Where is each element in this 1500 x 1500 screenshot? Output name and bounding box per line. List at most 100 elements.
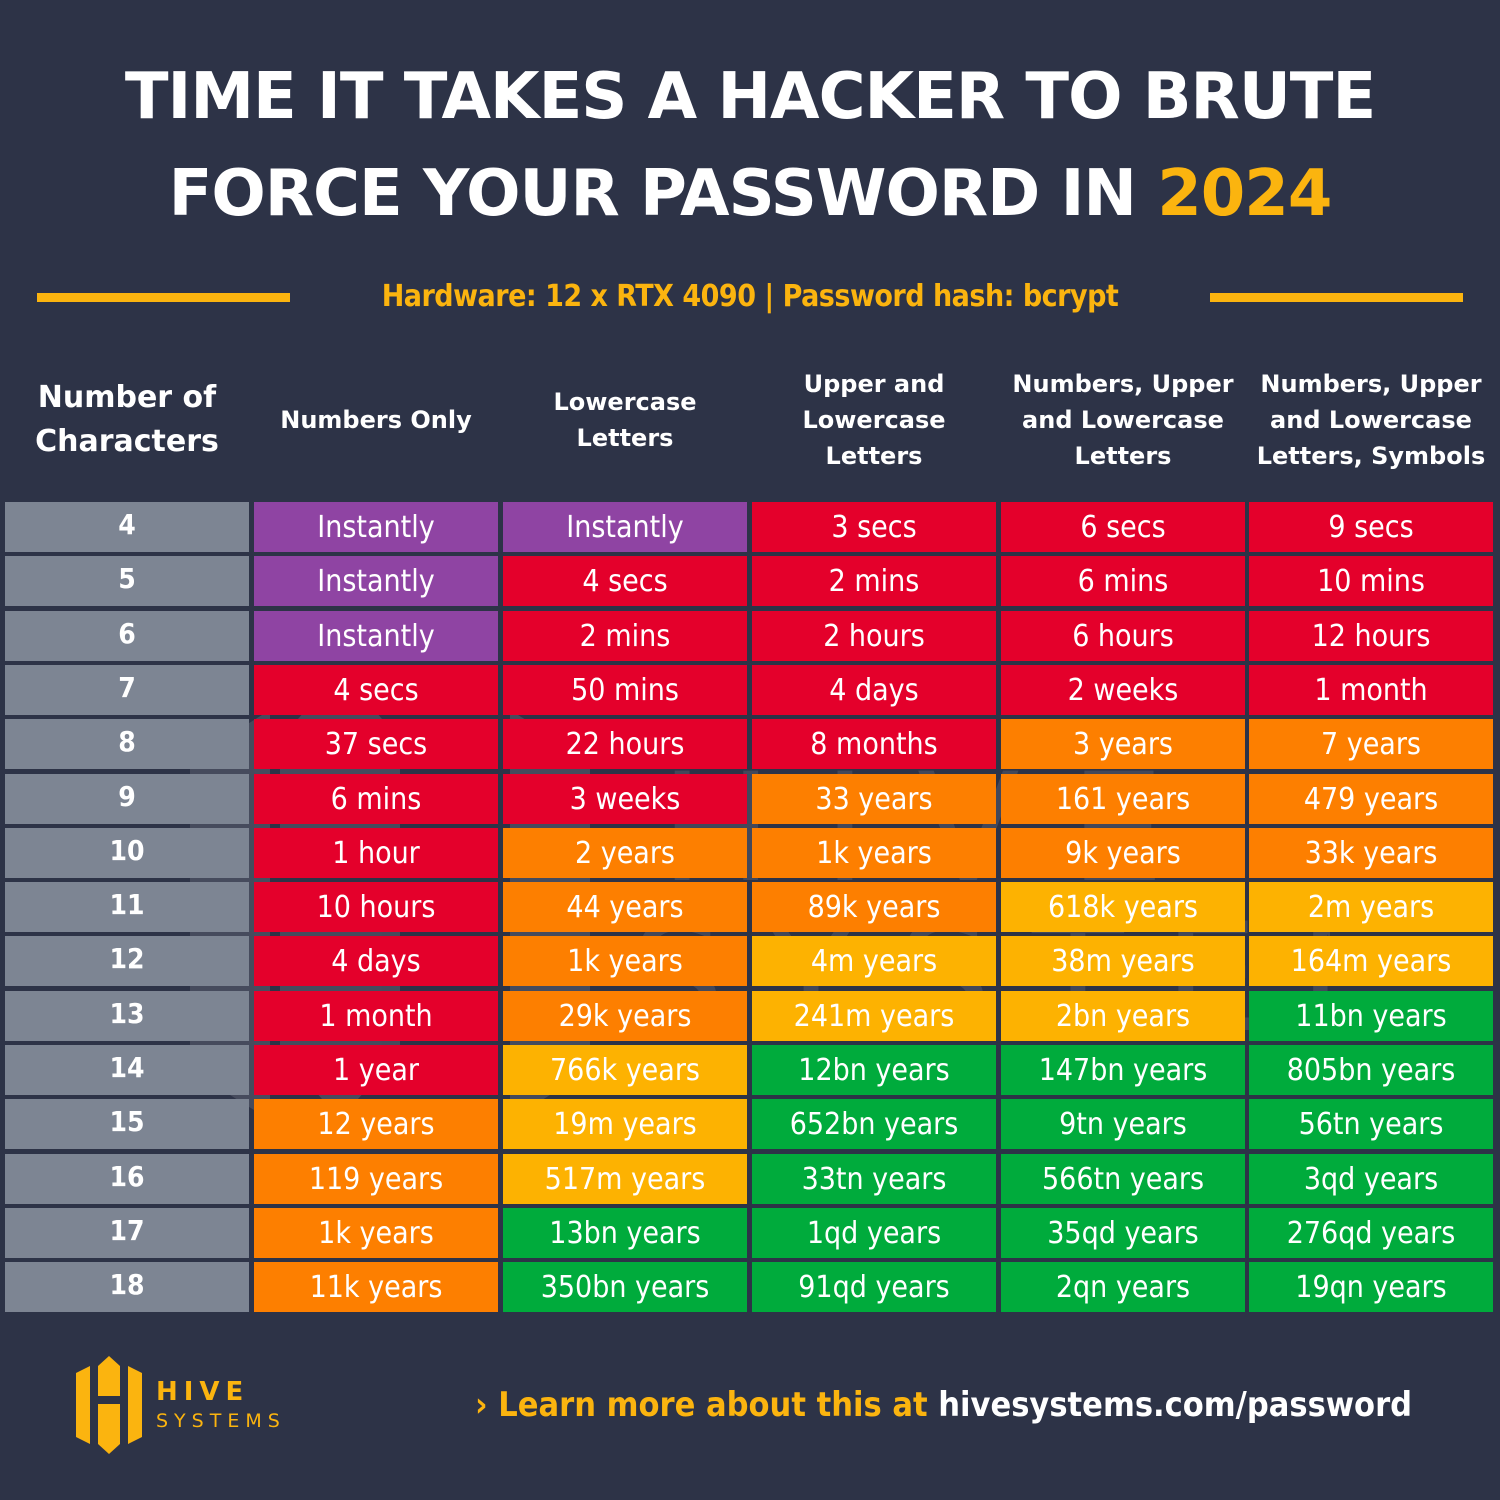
time-cell: 33tn years <box>752 1154 996 1204</box>
length-cell: 15 <box>5 1099 249 1149</box>
time-cell: 56tn years <box>1249 1099 1493 1149</box>
time-cell: 4m years <box>752 936 996 986</box>
time-cell: 1 year <box>254 1045 498 1095</box>
length-cell: 13 <box>5 991 249 1041</box>
column-header-line: Numbers, Upper <box>1260 370 1482 398</box>
time-cell: 350bn years <box>503 1262 747 1312</box>
time-cell: 4 secs <box>503 556 747 606</box>
time-cell: 1k years <box>752 828 996 878</box>
time-cell: 33 years <box>752 774 996 824</box>
time-cell: 161 years <box>1001 774 1245 824</box>
time-cell: 22 hours <box>503 719 747 769</box>
hive-logo-icon <box>76 1356 142 1454</box>
time-cell: 6 mins <box>1001 556 1245 606</box>
time-cell: 2bn years <box>1001 991 1245 1041</box>
time-cell: 3 years <box>1001 719 1245 769</box>
learn-more-url[interactable]: hivesystems.com/password <box>938 1385 1413 1425</box>
time-cell: 1 month <box>254 991 498 1041</box>
time-cell: 29k years <box>503 991 747 1041</box>
time-cell: 91qd years <box>752 1262 996 1312</box>
time-cell: 19m years <box>503 1099 747 1149</box>
time-cell: 89k years <box>752 882 996 932</box>
time-cell: 241m years <box>752 991 996 1041</box>
time-cell: 38m years <box>1001 936 1245 986</box>
column-header-line: Upper and <box>803 370 945 398</box>
length-cell: 11 <box>5 882 249 932</box>
column-header-line: Letters <box>576 424 674 452</box>
time-cell: 119 years <box>254 1154 498 1204</box>
column-header-4: Numbers, Upper and Lowercase Letters <box>1001 360 1245 480</box>
time-cell: 37 secs <box>254 719 498 769</box>
hive-systems-logo: HIVE SYSTEMS <box>76 1356 296 1460</box>
time-cell: 12 years <box>254 1099 498 1149</box>
time-cell: 2m years <box>1249 882 1493 932</box>
time-cell: 479 years <box>1249 774 1493 824</box>
time-cell: 147bn years <box>1001 1045 1245 1095</box>
time-cell: 164m years <box>1249 936 1493 986</box>
time-cell: 6 mins <box>254 774 498 824</box>
time-cell: 10 mins <box>1249 556 1493 606</box>
subtitle-rule-right <box>1210 293 1463 302</box>
time-cell: 9tn years <box>1001 1099 1245 1149</box>
time-cell: Instantly <box>254 502 498 552</box>
title-year: 2024 <box>1157 157 1332 231</box>
time-cell: Instantly <box>254 556 498 606</box>
time-cell: 1k years <box>254 1208 498 1258</box>
time-cell: 11k years <box>254 1262 498 1312</box>
column-header-line: Characters <box>35 424 219 459</box>
column-header-line: Lowercase <box>802 406 946 434</box>
time-cell: 44 years <box>503 882 747 932</box>
time-cell: 2qn years <box>1001 1262 1245 1312</box>
time-cell: 2 years <box>503 828 747 878</box>
time-cell: 6 secs <box>1001 502 1245 552</box>
time-cell: 11bn years <box>1249 991 1493 1041</box>
length-cell: 10 <box>5 828 249 878</box>
column-header-line: and Lowercase <box>1270 406 1472 434</box>
time-cell: 13bn years <box>503 1208 747 1258</box>
time-cell: 9 secs <box>1249 502 1493 552</box>
column-header-2: Lowercase Letters <box>503 360 747 480</box>
time-cell: 19qn years <box>1249 1262 1493 1312</box>
time-cell: 766k years <box>503 1045 747 1095</box>
time-cell: 10 hours <box>254 882 498 932</box>
length-cell: 5 <box>5 556 249 606</box>
time-cell: 2 mins <box>503 611 747 661</box>
length-cell: 9 <box>5 774 249 824</box>
time-cell: 276qd years <box>1249 1208 1493 1258</box>
learn-more-text: › Learn more about this at <box>475 1385 939 1425</box>
length-cell: 8 <box>5 719 249 769</box>
time-cell: 1k years <box>503 936 747 986</box>
title-line-2-prefix: FORCE YOUR PASSWORD IN <box>168 157 1158 231</box>
time-cell: 50 mins <box>503 665 747 715</box>
time-cell: 12bn years <box>752 1045 996 1095</box>
time-cell: Instantly <box>254 611 498 661</box>
subtitle-rule-left <box>37 293 290 302</box>
column-header-5: Numbers, Upper and Lowercase Letters, Symb… <box>1249 360 1493 480</box>
column-header-1: Numbers Only <box>254 360 498 480</box>
time-cell: 2 hours <box>752 611 996 661</box>
length-cell: 14 <box>5 1045 249 1095</box>
time-cell: 4 days <box>254 936 498 986</box>
time-cell: 1qd years <box>752 1208 996 1258</box>
length-cell: 7 <box>5 665 249 715</box>
column-header-0: Number of Characters <box>5 360 249 480</box>
title-line-2: FORCE YOUR PASSWORD IN 2024 <box>0 152 1500 236</box>
time-cell: 618k years <box>1001 882 1245 932</box>
time-cell: 1 month <box>1249 665 1493 715</box>
logo-text-systems: SYSTEMS <box>156 1410 286 1432</box>
column-header-3: Upper and Lowercase Letters <box>752 360 996 480</box>
logo-text-hive: HIVE <box>156 1377 250 1407</box>
column-header-line: and Lowercase <box>1022 406 1224 434</box>
time-cell: 4 secs <box>254 665 498 715</box>
column-header-line: Numbers Only <box>280 406 472 434</box>
time-cell: 1 hour <box>254 828 498 878</box>
time-cell: 3 secs <box>752 502 996 552</box>
time-cell: 7 years <box>1249 719 1493 769</box>
time-cell: 8 months <box>752 719 996 769</box>
column-header-line: Letters <box>825 442 923 470</box>
length-cell: 18 <box>5 1262 249 1312</box>
time-cell: 2 weeks <box>1001 665 1245 715</box>
learn-more-link[interactable]: › Learn more about this at hivesystems.c… <box>475 1380 1412 1430</box>
column-header-line: Letters <box>1074 442 1172 470</box>
time-cell: 4 days <box>752 665 996 715</box>
